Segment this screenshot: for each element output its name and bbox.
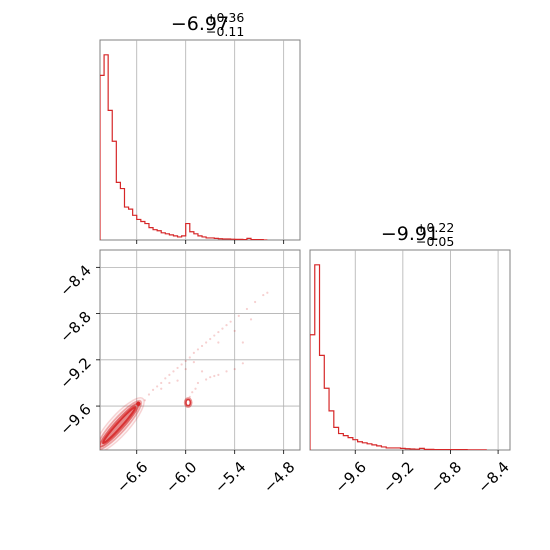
joint-scatter-points	[143, 291, 269, 402]
hist-y-title-plus: +0.22	[416, 220, 454, 235]
joint-point-25	[266, 291, 269, 294]
joint-point-3	[160, 381, 163, 385]
joint-x-ticks: −6.6 −6.0 −5.4 −4.8	[113, 450, 298, 497]
hist-x-title-value: −6.97	[171, 13, 229, 35]
joint-point-8	[180, 363, 183, 366]
joint-point-34	[225, 370, 228, 373]
joint-point-24	[262, 293, 265, 297]
joint-point-11	[192, 351, 195, 354]
hist-y-title-value: −9.91	[381, 223, 439, 245]
joint-grid	[100, 250, 300, 450]
hist-y-panel: −9.6 −9.2 −8.8 −8.4 −9.91 +0.22 −0.05	[309, 220, 513, 497]
joint-contour-main-0	[100, 397, 145, 450]
joint-point-16	[213, 334, 216, 337]
hist-x-grid	[136, 40, 285, 240]
joint-point-27	[217, 341, 220, 344]
hist-y-tick-label-2: −8.8	[427, 458, 465, 496]
joint-point-43	[191, 391, 194, 394]
joint-x-tick-label-0: −6.6	[113, 458, 151, 496]
joint-point-7	[176, 366, 179, 370]
joint-contour-main-3	[101, 406, 137, 445]
joint-y-tick-label-3: −8.4	[56, 261, 94, 299]
joint-point-38	[205, 378, 208, 381]
joint-point-22	[245, 307, 249, 311]
joint-point-1	[151, 388, 155, 391]
hist-x-title-minus: −0.11	[206, 24, 244, 39]
joint-point-28	[168, 381, 171, 385]
joint-panel: −6.6 −6.0 −5.4 −4.8 −9.6 −9.2 −8.8 −8.4	[56, 249, 301, 497]
hist-x-title-plus: +0.36	[206, 10, 244, 25]
joint-point-19	[225, 324, 228, 327]
joint-point-45	[143, 399, 146, 402]
hist-y-step-line	[310, 264, 487, 450]
joint-point-20	[229, 320, 232, 323]
hist-x-frame	[99, 39, 301, 241]
joint-y-tick-label-0: −9.6	[56, 400, 94, 438]
hist-y-ticks: −9.6 −9.2 −8.8 −8.4	[331, 450, 513, 497]
joint-point-18	[221, 327, 224, 330]
joint-x-tick-label-3: −4.8	[260, 458, 298, 496]
joint-point-35	[233, 367, 236, 371]
joint-point-2	[156, 385, 159, 388]
joint-point-5	[168, 373, 171, 376]
joint-point-0	[147, 393, 151, 396]
joint-y-tick-label-1: −9.2	[56, 354, 94, 392]
joint-contour-main-1	[100, 399, 143, 450]
hist-y-grid	[354, 250, 499, 450]
joint-point-33	[217, 373, 220, 376]
joint-contour-secondary-1	[185, 398, 192, 407]
joint-point-4	[164, 377, 167, 380]
joint-x-tick-label-2: −5.4	[211, 458, 249, 496]
joint-point-21	[237, 314, 240, 317]
joint-point-30	[192, 361, 195, 364]
joint-point-36	[241, 362, 244, 365]
joint-point-13	[200, 344, 204, 348]
hist-y-title-minus: −0.05	[416, 234, 454, 249]
joint-point-44	[194, 387, 197, 390]
joint-point-12	[196, 348, 200, 351]
joint-point-6	[172, 370, 175, 373]
hist-x-ticks	[136, 240, 285, 244]
joint-point-31	[200, 370, 204, 373]
joint-point-42	[188, 395, 191, 398]
joint-point-14	[205, 341, 208, 344]
joint-y-ticks: −9.6 −9.2 −8.8 −8.4	[56, 261, 100, 439]
hist-y-frame	[309, 249, 511, 451]
joint-point-9	[184, 359, 187, 363]
hist-x-step-line	[100, 54, 268, 240]
hist-y-tick-label-0: −9.6	[331, 458, 369, 496]
joint-point-47	[241, 341, 244, 344]
joint-contour-secondary-0	[183, 397, 193, 408]
joint-point-39	[213, 374, 216, 378]
hist-x-title: −6.97	[171, 13, 229, 35]
joint-point-37	[196, 381, 200, 385]
joint-point-26	[233, 329, 236, 333]
hist-y-tick-label-1: −9.2	[379, 458, 417, 496]
hist-y-title: −9.91	[381, 223, 439, 245]
joint-contour-peak-dot	[136, 401, 141, 406]
joint-contours	[100, 397, 193, 450]
joint-point-46	[249, 318, 253, 321]
joint-point-29	[176, 379, 179, 382]
joint-frame	[99, 249, 301, 451]
joint-point-41	[184, 367, 187, 371]
joint-point-17	[217, 330, 220, 334]
joint-point-15	[209, 337, 212, 341]
hist-y-tick-label-3: −8.4	[474, 458, 512, 496]
joint-y-tick-label-2: −8.8	[56, 308, 94, 346]
joint-x-tick-label-1: −6.0	[162, 458, 200, 496]
joint-point-40	[160, 387, 163, 390]
hist-x-panel: −6.97 +0.36 −0.11	[99, 10, 301, 244]
joint-point-10	[188, 356, 191, 359]
joint-point-32	[209, 376, 212, 379]
joint-point-23	[254, 300, 257, 304]
